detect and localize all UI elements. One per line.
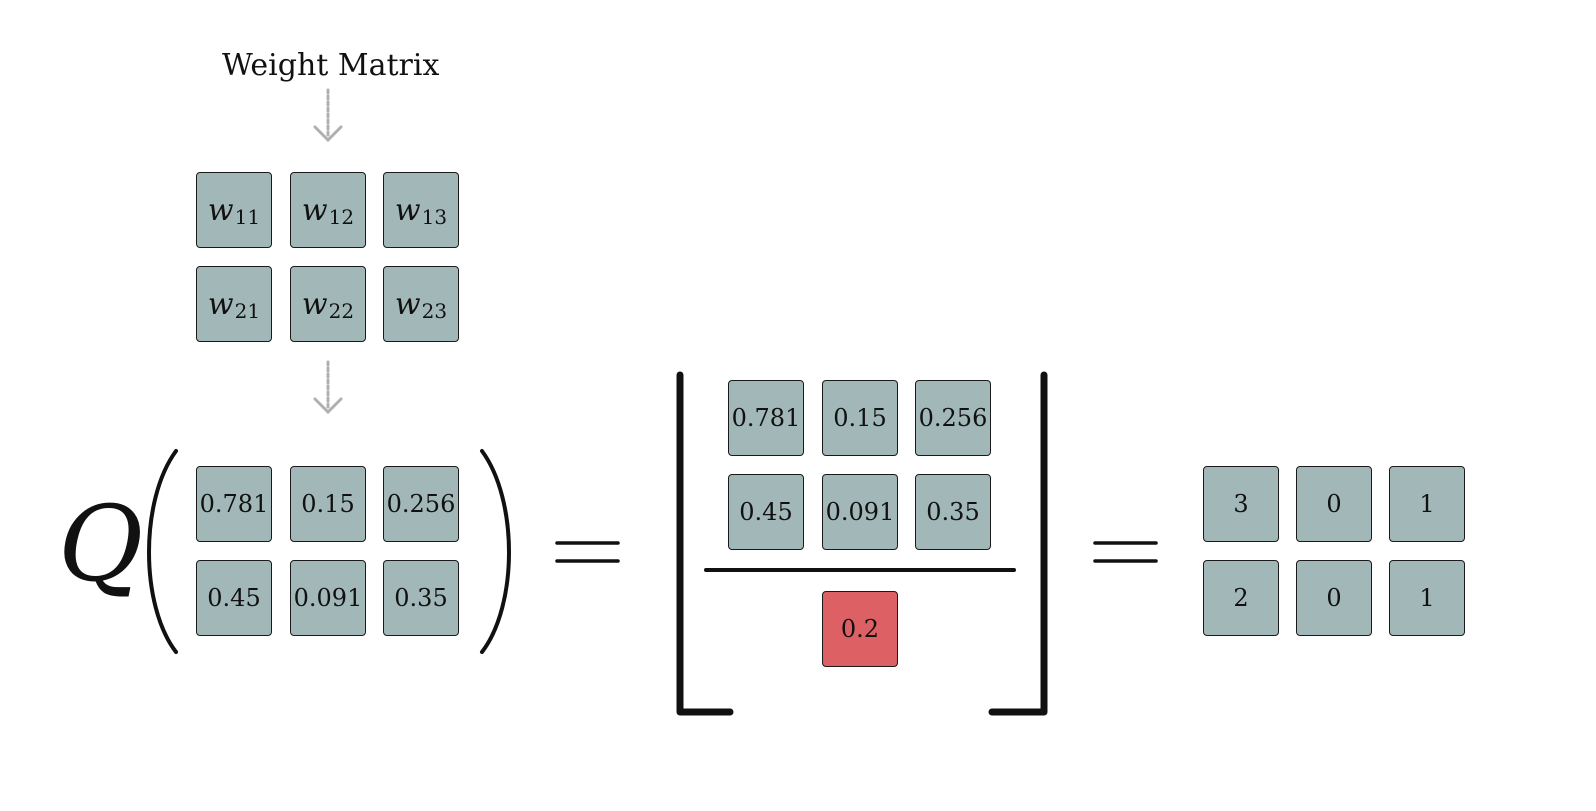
weight-var: w <box>394 286 421 322</box>
right-floor-bracket <box>988 371 1048 716</box>
weight-cell: w 22 <box>290 266 366 342</box>
input-cell: 0.091 <box>290 560 366 636</box>
left-parenthesis <box>147 449 178 654</box>
weight-cell: w 12 <box>290 172 366 248</box>
weight-cell: w 23 <box>383 266 459 342</box>
weight-var: w <box>207 192 234 228</box>
weight-cell: w 11 <box>196 172 272 248</box>
weight-matrix-title: Weight Matrix <box>222 48 440 83</box>
quantize-function-symbol: Q <box>58 483 144 605</box>
weight-subscript: 21 <box>234 299 261 323</box>
left-floor-bracket <box>676 371 734 716</box>
input-cell: 0.15 <box>290 466 366 542</box>
equals-sign <box>1093 541 1158 563</box>
numerator-cell: 0.35 <box>915 474 991 550</box>
weight-subscript: 12 <box>328 205 355 229</box>
numerator-cell: 0.45 <box>728 474 804 550</box>
weight-subscript: 22 <box>328 299 355 323</box>
numerator-cell: 0.256 <box>915 380 991 456</box>
down-arrow-icon <box>313 360 343 415</box>
weight-subscript: 23 <box>421 299 448 323</box>
input-cell: 0.35 <box>383 560 459 636</box>
numerator-cell: 0.091 <box>822 474 898 550</box>
weight-subscript: 11 <box>234 205 261 229</box>
result-cell: 0 <box>1296 560 1372 636</box>
right-parenthesis <box>480 449 511 654</box>
result-cell: 2 <box>1203 560 1279 636</box>
weight-var: w <box>301 192 328 228</box>
input-cell: 0.781 <box>196 466 272 542</box>
numerator-cell: 0.15 <box>822 380 898 456</box>
result-cell: 1 <box>1389 560 1465 636</box>
weight-var: w <box>394 192 421 228</box>
result-cell: 3 <box>1203 466 1279 542</box>
down-arrow-icon <box>313 88 343 143</box>
scale-denominator-cell: 0.2 <box>822 591 898 667</box>
input-cell: 0.256 <box>383 466 459 542</box>
weight-subscript: 13 <box>421 205 448 229</box>
numerator-cell: 0.781 <box>728 380 804 456</box>
result-cell: 1 <box>1389 466 1465 542</box>
weight-cell: w 21 <box>196 266 272 342</box>
weight-cell: w 13 <box>383 172 459 248</box>
equals-sign <box>555 541 620 563</box>
result-cell: 0 <box>1296 466 1372 542</box>
weight-var: w <box>207 286 234 322</box>
input-cell: 0.45 <box>196 560 272 636</box>
weight-var: w <box>301 286 328 322</box>
